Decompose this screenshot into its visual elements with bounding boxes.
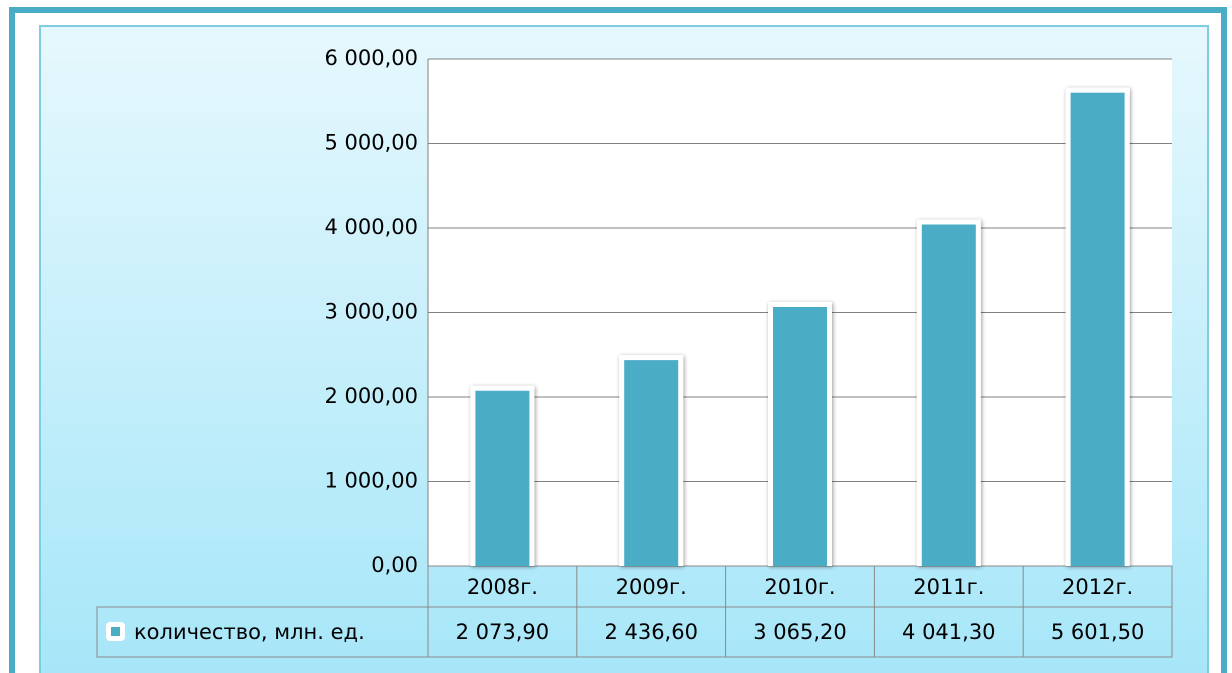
value-label: 3 065,20: [753, 620, 847, 644]
y-tick-label: 4 000,00: [324, 215, 418, 239]
x-tick-label: 2009г.: [616, 575, 687, 599]
y-tick-label: 6 000,00: [324, 46, 418, 70]
y-tick-label: 2 000,00: [324, 384, 418, 408]
value-label: 5 601,50: [1051, 620, 1145, 644]
value-label: 2 436,60: [604, 620, 698, 644]
legend-label: количество, млн. ед.: [134, 620, 365, 644]
y-tick-label: 5 000,00: [324, 131, 418, 155]
y-tick-label: 1 000,00: [324, 469, 418, 493]
frame: [9, 7, 1227, 673]
bar: [1070, 92, 1125, 566]
bar: [624, 360, 679, 566]
x-tick-label: 2011г.: [913, 575, 984, 599]
table-cell: [96, 606, 1173, 658]
y-tick-label: 3 000,00: [324, 300, 418, 324]
x-tick-label: 2010г.: [764, 575, 835, 599]
legend-marker: [111, 627, 120, 636]
x-tick-label: 2008г.: [467, 575, 538, 599]
x-tick-label: 2012г.: [1062, 575, 1133, 599]
y-tick-label: 0,00: [371, 553, 418, 577]
bar: [921, 224, 976, 567]
bar: [475, 390, 530, 566]
bar: [773, 306, 827, 566]
value-label: 4 041,30: [902, 620, 996, 644]
value-label: 2 073,90: [456, 620, 550, 644]
